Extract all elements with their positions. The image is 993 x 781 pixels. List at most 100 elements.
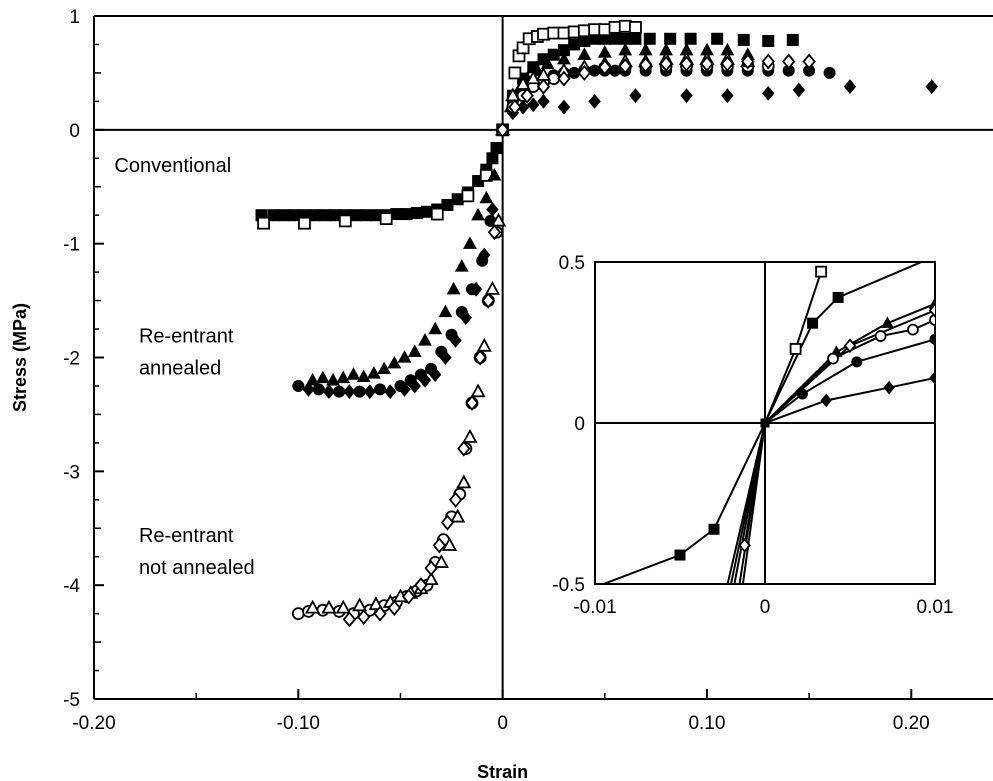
main-point-triangle-open [423, 571, 439, 586]
main-point-triangle-filled [454, 259, 469, 272]
main-point-triangle-filled [428, 321, 443, 335]
main-annotation: annealed [139, 358, 221, 380]
main-point-diamond-open [659, 55, 673, 72]
main-point-diamond-filled [384, 384, 397, 400]
main-point-square-open [379, 212, 393, 226]
main-y-tick-label: -4 [63, 576, 80, 597]
main-point-diamond-filled [363, 384, 376, 400]
main-point-circle-filled [312, 383, 325, 396]
inset-point-diamond-filled [929, 371, 935, 385]
main-point-square-open [430, 207, 444, 221]
main-point-square-filled [762, 35, 775, 48]
main-point-diamond-filled [680, 88, 693, 104]
inset-line-square-open [741, 271, 823, 584]
main-point-circle-filled [823, 66, 836, 79]
main-point-diamond-open [357, 609, 371, 626]
main-point-diamond-filled [629, 88, 642, 104]
main-point-triangle-filled [463, 236, 477, 249]
main-point-square-open [298, 216, 311, 230]
main-point-triangle-filled [487, 168, 502, 181]
inset-point-diamond-open [928, 302, 935, 318]
main-point-diamond-filled [588, 93, 601, 109]
inset-plot: 0.5 0 -0.5-0.01 0 0.01 [552, 253, 953, 618]
main-point-diamond-open [401, 588, 416, 605]
inset-point-square-open [815, 265, 827, 278]
main-point-triangle-open [450, 508, 466, 523]
main-point-triangle-open [505, 87, 521, 102]
main-point-square-filled [664, 32, 677, 45]
main-point-diamond-open [761, 53, 775, 70]
inset-point-circle-filled [851, 356, 863, 368]
main-point-diamond-open [457, 440, 471, 457]
main-point-diamond-filled [486, 202, 499, 217]
main-point-diamond-filled [721, 88, 734, 104]
main-point-diamond-filled [322, 384, 336, 400]
main-point-circle-filled [374, 383, 387, 396]
main-point-square-filled [278, 209, 291, 222]
main-point-triangle-open [368, 596, 384, 611]
inset-point-circle-filled [929, 333, 935, 345]
inset-y-tick-label: 0.5 [559, 253, 585, 274]
inset-point-origin [760, 418, 770, 428]
main-point-diamond-open [577, 64, 592, 81]
inset-point-diamond-filled [820, 393, 832, 408]
main-point-diamond-open [495, 121, 510, 138]
main-point-triangle-filled [377, 361, 392, 375]
main-point-triangle-open [490, 212, 507, 227]
inset-point-circle-filled [796, 388, 808, 400]
main-point-square-filled [711, 32, 724, 45]
main-point-diamond-filled [557, 99, 571, 115]
main-point-triangle-filled [397, 350, 412, 363]
main-x-axis-label: Strain [477, 762, 528, 781]
main-point-square-filled [643, 32, 656, 45]
main-point-triangle-filled [336, 370, 351, 384]
main-y-tick-label: -3 [63, 462, 80, 483]
main-point-square-filled [737, 33, 750, 46]
main-point-triangle-open [515, 76, 531, 90]
main-point-square-open [257, 216, 270, 230]
inset-point-square-filled [832, 291, 844, 303]
main-point-square-filled [410, 206, 423, 219]
main-point-diamond-filled [343, 384, 356, 400]
main-point-square-filled [619, 32, 632, 45]
main-point-triangle-open [433, 554, 449, 568]
main-point-triangle-open [321, 599, 337, 614]
main-point-diamond-open [465, 395, 479, 412]
main-point-square-filled [359, 209, 372, 222]
main-point-triangle-filled [315, 370, 330, 384]
main-point-triangle-filled [326, 372, 340, 386]
main-annotation: Re-entrant [139, 326, 234, 348]
main-y-tick-label: -5 [63, 690, 80, 711]
main-point-diamond-open [598, 59, 612, 76]
main-point-triangle-open [476, 337, 492, 352]
main-point-triangle-filled [418, 333, 432, 346]
main-point-diamond-filled [925, 79, 938, 94]
main-point-diamond-filled [429, 367, 442, 382]
main-point-square-filled [629, 32, 642, 45]
main-y-tick-label: -2 [63, 349, 80, 370]
main-point-diamond-open [448, 491, 463, 508]
main-point-square-open [629, 20, 642, 34]
main-point-triangle-open [305, 599, 321, 614]
main-point-diamond-open [481, 292, 496, 309]
main-point-diamond-filled [537, 93, 550, 109]
main-point-diamond-filled [762, 86, 775, 101]
main-point-diamond-open [414, 577, 428, 594]
main-point-triangle-open [456, 474, 472, 489]
main-point-square-filled [318, 209, 331, 222]
main-x-tick-label: 0.10 [688, 713, 725, 734]
inset-x-tick-label: 0.01 [917, 597, 954, 618]
inset-point-square-filled [708, 523, 720, 535]
main-point-triangle-open [484, 281, 500, 295]
main-point-diamond-open [432, 537, 446, 554]
main-point-diamond-open [424, 560, 438, 577]
main-point-diamond-filled [792, 82, 806, 98]
main-x-tick-label: -0.20 [72, 713, 115, 734]
inset-point-circle-open [907, 323, 919, 336]
main-point-square-filled [684, 32, 697, 45]
main-point-triangle-filled [471, 207, 486, 221]
main-plot: 1 0 -1 -2 -3 -4 -5-0.20 -0.10 0 0.10 0.20 Strain Str… [10, 7, 993, 781]
main-annotation: Re-entrant [139, 525, 234, 547]
main-point-diamond-open [618, 58, 632, 75]
main-point-square-filled [568, 38, 581, 51]
